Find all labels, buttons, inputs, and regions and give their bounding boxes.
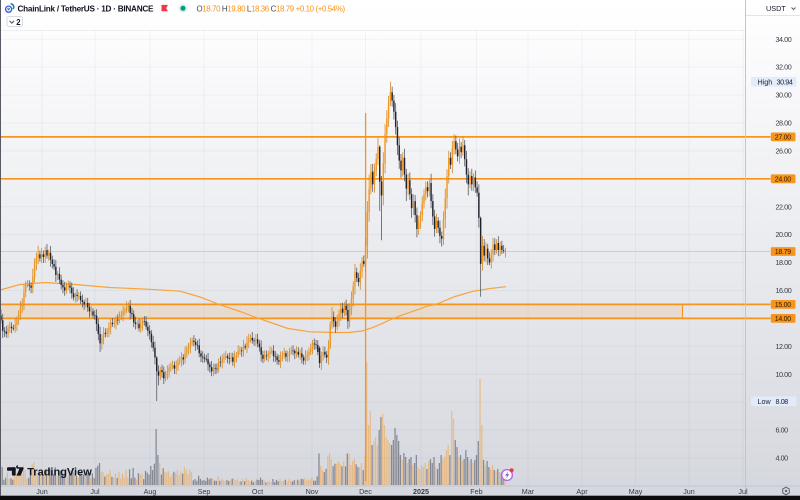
svg-text:30.94: 30.94 (777, 77, 793, 86)
svg-text:O18.70 H19.80 L18.36 C18.79 +0: O18.70 H19.80 L18.36 C18.79 +0.10 (+0.54… (197, 4, 346, 13)
svg-text:22.00: 22.00 (776, 202, 792, 211)
svg-text:Jun: Jun (36, 487, 48, 496)
svg-text:Dec: Dec (359, 487, 372, 496)
svg-text:TradingView: TradingView (27, 467, 92, 479)
svg-text:18.00: 18.00 (776, 258, 792, 267)
svg-text:Jul: Jul (90, 487, 100, 496)
svg-text:Feb: Feb (470, 487, 482, 496)
svg-text:2: 2 (16, 18, 21, 27)
svg-text:24.00: 24.00 (775, 176, 791, 183)
svg-text:28.00: 28.00 (776, 119, 792, 128)
svg-text:34.00: 34.00 (776, 35, 792, 44)
svg-text:Aug: Aug (144, 487, 157, 496)
svg-text:Low: Low (758, 397, 772, 406)
svg-text:High: High (758, 77, 773, 86)
svg-text:4.00: 4.00 (776, 454, 789, 463)
svg-text:27.00: 27.00 (775, 134, 791, 141)
svg-text:Mar: Mar (522, 487, 535, 496)
svg-text:Apr: Apr (576, 487, 588, 496)
svg-text:Nov: Nov (306, 487, 319, 496)
svg-text:Oct: Oct (252, 487, 263, 496)
svg-text:32.00: 32.00 (776, 63, 792, 72)
svg-text:ChainLink / TetherUS · 1D · BI: ChainLink / TetherUS · 1D · BINANCE (18, 4, 155, 13)
svg-text:15.00: 15.00 (775, 302, 791, 309)
svg-text:20.00: 20.00 (776, 230, 792, 239)
svg-text:18.79: 18.79 (775, 249, 791, 256)
svg-text:2025: 2025 (413, 487, 429, 496)
svg-text:May: May (629, 487, 643, 496)
svg-text:Sep: Sep (198, 487, 211, 496)
svg-text:Jul: Jul (738, 487, 748, 496)
svg-text:30.00: 30.00 (776, 91, 792, 100)
svg-text:14.00: 14.00 (775, 316, 791, 323)
svg-text:8.08: 8.08 (776, 397, 789, 406)
svg-text:Jun: Jun (683, 487, 695, 496)
svg-text:10.00: 10.00 (776, 370, 792, 379)
svg-text:USDT: USDT (766, 4, 786, 13)
svg-text:6.00: 6.00 (776, 426, 789, 435)
svg-text:16.00: 16.00 (776, 286, 792, 295)
svg-text:12.00: 12.00 (776, 342, 792, 351)
svg-text:26.00: 26.00 (776, 147, 792, 156)
